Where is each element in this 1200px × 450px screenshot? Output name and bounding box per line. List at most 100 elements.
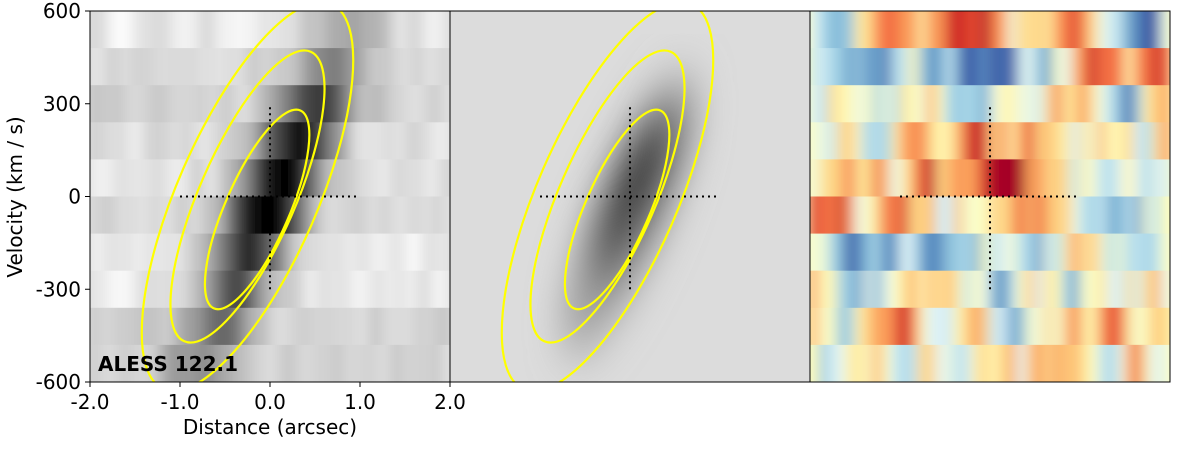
data-crosshair (180, 103, 360, 290)
data-cell (152, 85, 163, 123)
data-cell (296, 11, 307, 49)
residual-cell (872, 11, 883, 49)
data-cell (98, 11, 109, 49)
residual-cell (1124, 307, 1135, 346)
data-cell (251, 270, 262, 309)
residual-cell (926, 307, 937, 346)
residual-cell (836, 307, 847, 346)
residual-cell (1106, 159, 1117, 197)
residual-cell (953, 196, 964, 235)
residual-cell (1061, 344, 1072, 382)
residual-cell (1016, 270, 1027, 309)
data-cell (350, 11, 361, 49)
source-label: ALESS 122.1 (98, 352, 238, 376)
data-cell (386, 122, 397, 160)
data-cell (413, 11, 424, 49)
residual-cell (1124, 270, 1135, 309)
residual-cell (1007, 270, 1018, 309)
data-cell (143, 159, 154, 197)
residual-cell (1070, 159, 1081, 197)
data-cell (287, 11, 298, 49)
residual-cell (1106, 196, 1117, 235)
data-cell (269, 159, 280, 197)
residual-cell (1025, 159, 1036, 197)
data-cell (314, 122, 325, 160)
data-cell (305, 48, 316, 86)
residual-cell (1034, 233, 1045, 272)
data-cell (413, 196, 424, 235)
residual-cell (1124, 196, 1135, 235)
data-cell (90, 11, 100, 49)
data-cell (431, 270, 442, 309)
x-tick-label: 0.0 (254, 390, 286, 414)
residual-cell (935, 122, 946, 160)
residual-cell (1016, 48, 1027, 86)
data-cell (224, 196, 235, 235)
data-cell (125, 11, 136, 49)
residual-cell (1124, 344, 1135, 382)
data-cell (215, 159, 226, 197)
residual-cell (1016, 85, 1027, 123)
data-cell (395, 196, 406, 235)
data-cell (314, 196, 325, 235)
data-cell (386, 11, 397, 49)
residual-cell (1043, 344, 1054, 382)
data-contours (140, 11, 355, 382)
residual-cell (818, 122, 829, 160)
residual-cell (1025, 48, 1036, 86)
residual-cell (1043, 48, 1054, 86)
data-cell (314, 233, 325, 272)
data-cell (287, 48, 298, 86)
residual-cell (836, 270, 847, 309)
residual-cell (1151, 270, 1162, 309)
residual-cell (980, 233, 991, 272)
residual-cell (1160, 11, 1170, 49)
residual-cell (1079, 307, 1090, 346)
data-cell (350, 122, 361, 160)
residual-cell (854, 48, 865, 86)
data-cell (107, 48, 118, 86)
residual-cell (1052, 122, 1063, 160)
model-emission (562, 76, 698, 354)
data-cell (143, 122, 154, 160)
residual-cell (917, 344, 928, 382)
data-cell (143, 270, 154, 309)
residual-cell (863, 196, 874, 235)
data-cell (341, 85, 352, 123)
residual-cell (1061, 159, 1072, 197)
residual-cell (1070, 270, 1081, 309)
residual-cell (854, 122, 865, 160)
data-cell (251, 233, 262, 272)
residual-cell (1142, 270, 1153, 309)
data-cell (440, 159, 450, 197)
data-cell (350, 233, 361, 272)
data-cell (107, 307, 118, 346)
residual-cell (1106, 85, 1117, 123)
residual-cell (917, 159, 928, 197)
data-cell (341, 11, 352, 49)
data-cell (368, 233, 379, 272)
residual-cell (1133, 233, 1144, 272)
residual-cell (818, 196, 829, 235)
data-cell (413, 85, 424, 123)
data-cell (260, 307, 271, 346)
data-cell (116, 270, 127, 309)
residual-cell (827, 270, 838, 309)
data-cell (215, 85, 226, 123)
residual-cell (1115, 196, 1126, 235)
residual-cell (1070, 196, 1081, 235)
residual-cell (917, 85, 928, 123)
data-cell (242, 48, 253, 86)
data-cell (116, 11, 127, 49)
residual-cell (890, 307, 901, 346)
residual-cell (1016, 196, 1027, 235)
residual-cell (989, 122, 1000, 160)
data-cell (179, 307, 190, 346)
residual-cell (1043, 85, 1054, 123)
data-cell (305, 11, 316, 49)
data-cell (296, 233, 307, 272)
residual-cell (971, 270, 982, 309)
residual-cell (953, 159, 964, 197)
residual-cell (1043, 122, 1054, 160)
contour-middle (169, 49, 326, 344)
